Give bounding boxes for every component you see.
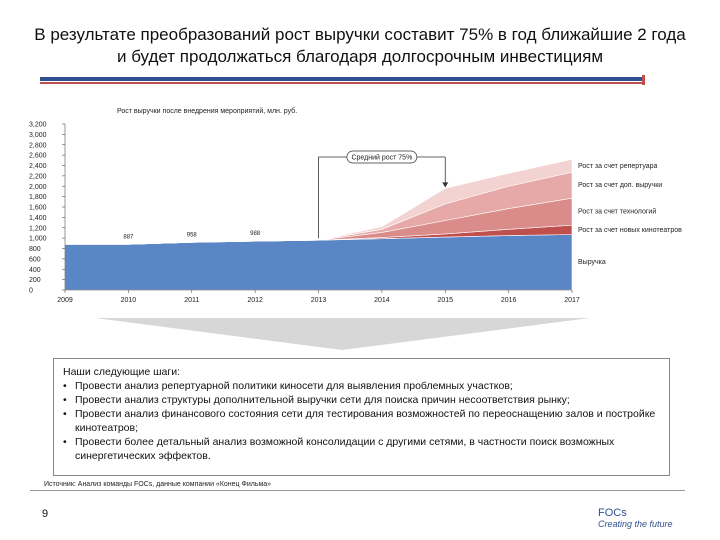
y-tick-label: 800 [29,246,41,253]
y-tick-label: 1,400 [29,215,47,222]
y-tick-label: 2,400 [29,163,47,170]
x-tick-label: 2016 [501,297,517,304]
y-tick-label: 1,800 [29,194,47,201]
x-tick-label: 2012 [247,297,263,304]
series-label: Рост за счет новых кинотеатров [578,227,682,234]
y-tick-label: 2,800 [29,142,47,149]
next-step-item: Провести анализ финансового состояния се… [63,407,658,435]
callout-arrowhead [442,182,449,188]
y-tick-label: 1,000 [29,236,47,243]
slide-title: В результате преобразований рост выручки… [34,25,686,66]
next-steps-heading: Наши следующие шаги: [63,366,181,378]
y-tick-label: 400 [29,267,41,274]
title-divider-blue [40,77,645,81]
company-logo: FOCs [598,507,627,519]
title-divider-red [40,82,645,84]
y-tick-label: 2,000 [29,184,47,191]
y-tick-label: 200 [29,277,41,284]
y-tick-label: 2,200 [29,173,47,180]
chart-areas [64,158,573,291]
company-tagline: Creating the future [598,519,673,529]
series-label: Рост за счет репертуара [578,163,658,170]
x-tick-label: 2011 [184,297,199,304]
growth-callout: Средний рост 75% [318,150,449,239]
y-tick-label: 3,000 [29,132,47,139]
next-steps-list: Провести анализ репертуарной политики ки… [63,379,658,463]
page-number: 9 [42,508,49,520]
y-tick-label: 3,200 [29,122,47,129]
series-area-4 [65,158,573,245]
chart-title: Рост выручки после внедрения мероприятий… [117,108,298,115]
series-area-0 [64,234,573,291]
chart-labels: Выручка Рост за счет новых кинотеатров Рос… [123,163,682,266]
x-tick-label: 2010 [121,297,137,304]
next-step-item: Провести анализ структуры дополнительной… [63,393,658,407]
x-tick-label: 2014 [374,297,390,304]
x-tick-label: 2013 [311,297,327,304]
revenue-area-chart: 3,200 3,000 2,800 2,600 2,400 2,200 2,000 1,800… [29,122,682,350]
data-label: 958 [187,232,198,238]
data-label: 988 [250,231,261,237]
callout-text: Средний рост 75% [351,154,412,162]
chart-bottom-arrow [95,318,590,350]
x-tick-label: 2017 [564,297,580,304]
y-tick-label: 2,600 [29,153,47,160]
callout-bubble [346,150,418,164]
next-step-item: Провести более детальный анализ возможно… [63,435,658,463]
y-tick-label: 600 [29,256,41,263]
title-divider [40,75,645,87]
y-tick-label: 1,200 [29,225,47,232]
source-note: Источник: Анализ команды FOCs, данные ко… [44,481,272,488]
series-label: Выручка [578,259,606,266]
series-label: Рост за счет технологий [578,208,656,216]
y-tick-label: 1,600 [29,205,47,212]
x-tick-label: 2015 [437,297,453,304]
x-tick-label: 2009 [57,297,73,304]
footer-divider [30,490,685,491]
next-step-item: Провести анализ репертуарной политики ки… [63,379,658,393]
next-steps-panel: Наши следующие шаги: Провести анализ реп… [53,358,670,476]
series-label: Рост за счет доп. выручки [578,182,662,189]
title-divider-tick [642,75,645,85]
chart-axes: 3,200 3,000 2,800 2,600 2,400 2,200 2,000 1,800… [29,122,580,305]
y-tick-label: 0 [29,288,33,295]
data-label: 887 [123,234,134,240]
